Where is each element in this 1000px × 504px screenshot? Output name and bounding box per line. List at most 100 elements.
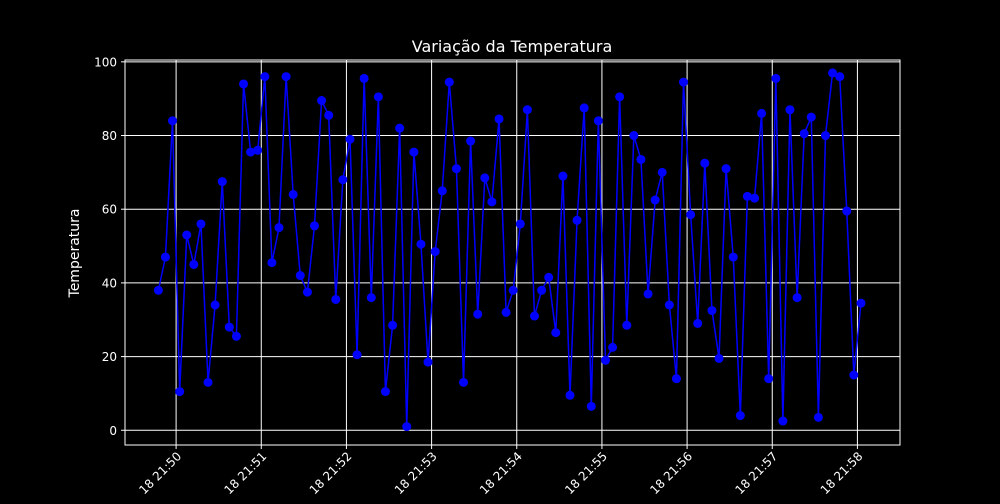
data-point xyxy=(508,285,518,295)
data-point xyxy=(849,370,859,380)
data-point xyxy=(274,223,284,233)
data-point xyxy=(579,103,589,113)
data-point xyxy=(657,167,667,177)
data-point xyxy=(239,79,249,89)
data-point xyxy=(558,171,568,181)
data-point xyxy=(714,353,724,363)
data-point xyxy=(693,318,703,328)
data-point xyxy=(828,68,838,78)
data-point xyxy=(586,401,596,411)
data-point xyxy=(260,72,270,82)
data-point xyxy=(466,136,476,146)
y-tick-label: 0 xyxy=(109,424,117,438)
data-point xyxy=(380,387,390,397)
data-point xyxy=(735,411,745,421)
data-point xyxy=(529,311,539,321)
data-point xyxy=(622,320,632,330)
data-point xyxy=(522,105,532,115)
y-tick-label: 20 xyxy=(102,350,117,364)
data-point xyxy=(295,271,305,281)
data-point xyxy=(842,206,852,216)
data-point xyxy=(813,412,823,422)
data-point xyxy=(721,164,731,174)
data-point xyxy=(494,114,504,124)
data-point xyxy=(423,357,433,367)
data-point xyxy=(437,186,447,196)
data-point xyxy=(799,129,809,139)
data-point xyxy=(459,377,469,387)
data-point xyxy=(544,272,554,282)
data-point xyxy=(856,298,866,308)
data-point xyxy=(487,197,497,207)
y-axis-ticks: 0 20 40 60 80 100 xyxy=(94,55,125,438)
data-point xyxy=(615,92,625,102)
data-point xyxy=(593,116,603,126)
data-point xyxy=(281,72,291,82)
data-point xyxy=(217,177,227,187)
data-point xyxy=(601,355,610,365)
data-point xyxy=(253,145,263,155)
data-point xyxy=(728,252,738,262)
data-point xyxy=(309,221,319,231)
data-point xyxy=(359,73,369,83)
series-line xyxy=(157,71,862,427)
data-point xyxy=(345,134,355,144)
data-point xyxy=(785,105,795,115)
y-tick-label: 80 xyxy=(102,129,117,143)
data-point xyxy=(778,416,788,426)
data-point xyxy=(395,123,405,133)
data-point xyxy=(338,175,348,185)
data-point xyxy=(750,193,760,203)
data-point xyxy=(643,289,653,299)
data-point xyxy=(636,154,646,164)
data-point xyxy=(792,293,802,303)
data-point xyxy=(707,306,717,316)
y-tick-label: 100 xyxy=(94,55,117,69)
data-point xyxy=(757,108,767,118)
data-point xyxy=(480,173,490,183)
data-point xyxy=(686,210,696,220)
data-point xyxy=(572,215,582,225)
data-point xyxy=(388,320,398,330)
data-point xyxy=(203,377,213,387)
data-point xyxy=(671,374,681,384)
data-point xyxy=(267,258,277,268)
y-tick-label: 60 xyxy=(102,203,117,217)
data-point xyxy=(409,147,419,157)
data-point xyxy=(317,96,327,106)
data-point xyxy=(402,422,412,432)
data-point xyxy=(444,77,454,87)
series-temperature xyxy=(153,68,866,432)
data-point xyxy=(771,73,781,83)
data-point xyxy=(210,300,220,310)
data-point xyxy=(430,247,440,257)
data-point xyxy=(160,252,170,262)
data-point xyxy=(366,293,376,303)
data-point xyxy=(189,259,199,269)
data-point xyxy=(288,189,298,199)
data-point xyxy=(806,112,816,122)
data-point xyxy=(820,131,830,141)
data-point xyxy=(537,285,547,295)
data-point xyxy=(700,158,710,168)
data-point xyxy=(302,287,312,297)
chart-title: Variação da Temperatura xyxy=(412,37,613,56)
data-point xyxy=(565,390,575,400)
data-point xyxy=(373,92,383,102)
data-point xyxy=(182,230,192,240)
data-point xyxy=(331,294,341,304)
data-point xyxy=(679,77,689,87)
data-point xyxy=(835,72,845,82)
data-point xyxy=(551,328,561,338)
data-point xyxy=(515,219,525,229)
y-axis-label: Temperatura xyxy=(67,209,83,299)
data-point xyxy=(175,387,185,397)
y-tick-label: 40 xyxy=(102,276,117,290)
data-point xyxy=(324,110,334,120)
data-point xyxy=(416,239,426,249)
data-point xyxy=(153,285,163,295)
data-point xyxy=(451,164,461,174)
